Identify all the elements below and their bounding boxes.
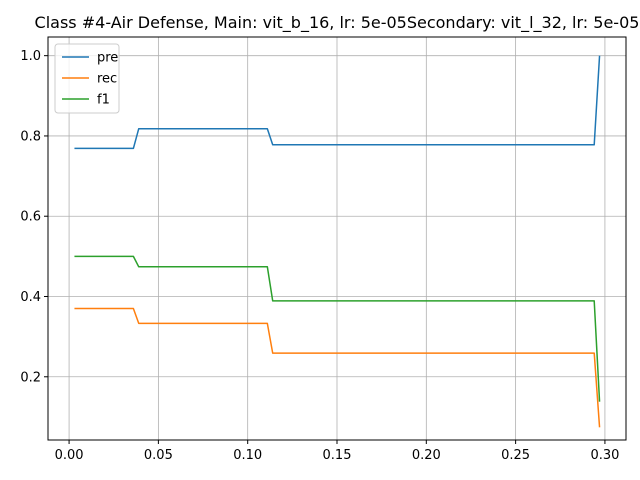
y-tick-label: 0.4 bbox=[20, 290, 41, 305]
x-tick-label: 0.10 bbox=[233, 448, 262, 463]
grid bbox=[48, 37, 626, 440]
y-tick-label: 0.8 bbox=[20, 129, 41, 144]
y-tick-label: 0.6 bbox=[20, 210, 41, 225]
series-line-pre bbox=[74, 55, 601, 150]
legend-label-rec: rec bbox=[97, 72, 117, 87]
series-line-rec bbox=[74, 307, 601, 428]
legend-label-f1: f1 bbox=[97, 93, 110, 108]
y-tick-label: 0.2 bbox=[20, 370, 41, 385]
series-lines bbox=[74, 55, 601, 428]
x-tick-label: 0.15 bbox=[323, 448, 352, 463]
x-tick-label: 0.20 bbox=[412, 448, 441, 463]
y-tick-label: 1.0 bbox=[20, 49, 41, 64]
x-tick-label: 0.00 bbox=[55, 448, 84, 463]
legend-label-pre: pre bbox=[97, 51, 118, 66]
x-tick-label: 0.25 bbox=[501, 448, 530, 463]
chart-title: Class #4-Air Defense, Main: vit_b_16, lr… bbox=[35, 13, 640, 33]
x-tick-label: 0.30 bbox=[590, 448, 619, 463]
series-line-f1 bbox=[74, 255, 601, 402]
axis-ticks: 0.00 0.05 0.10 0.15 0.20 0.25 0.30 0.2 0.4 0.6 0.8… bbox=[20, 49, 619, 463]
legend: pre rec f1 bbox=[54, 43, 120, 114]
x-tick-label: 0.05 bbox=[144, 448, 173, 463]
